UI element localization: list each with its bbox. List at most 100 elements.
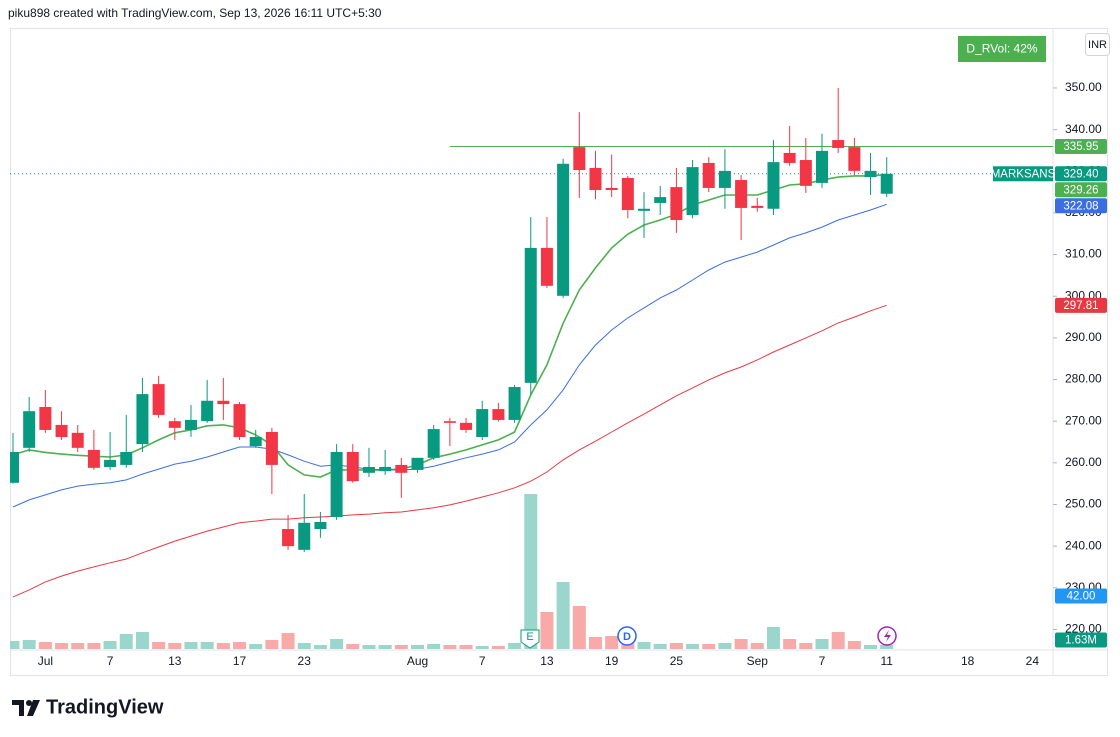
volume-bar [71,643,85,649]
candle-body [282,529,295,547]
rvol-tag-box [1055,588,1107,604]
candle-body [168,421,181,428]
x-tick-label: Jul [38,654,53,668]
x-tick-label: 11 [880,654,893,668]
volume-bar [653,644,667,649]
event-badge[interactable] [520,629,540,649]
price-tag: 329.26 [1055,182,1107,198]
event-label[interactable]: E [526,631,533,643]
volume-tag: 1.63M [1055,632,1107,648]
price-tags: 335.95 329.40 MARKSANS 329.26 322.08 297.81 42… [991,138,1107,648]
candle-body [638,208,651,211]
currency-button[interactable]: INR [1085,33,1110,56]
frame [10,28,1108,676]
candle-body [524,247,537,383]
event-badge[interactable] [617,626,637,646]
candle-body [265,432,278,465]
x-tick-label: 23 [298,654,312,668]
event-e[interactable]: E [520,629,540,649]
volume-bar [702,644,716,649]
candle-body [605,187,618,191]
volume-bar [119,634,133,649]
volume-bar [330,639,344,649]
event-flash[interactable] [877,626,897,646]
volume-tag-box [1055,632,1107,648]
candle-body [152,384,165,415]
y-tick-label: 270.00 [1065,413,1102,427]
volume-bar [864,645,878,649]
x-tick-label: 25 [670,654,684,668]
candle-body [880,173,893,194]
logo-part [27,700,40,716]
price-tag-box [1055,182,1107,198]
y-tick-label: 240.00 [1065,538,1102,552]
volume-bar [265,640,279,649]
currency[interactable]: INR [1088,39,1107,51]
price-tag-box [1055,297,1107,313]
flash-icon [884,630,891,642]
y-tick-label: 250.00 [1065,497,1102,511]
volume-bar [168,643,182,649]
volume-bar [637,642,651,649]
candle-body [411,457,424,470]
volume-bar [443,645,457,649]
x-tick-label: 7 [479,654,486,668]
candle-body [443,421,456,423]
volume-bar [362,645,376,649]
volume-bar [10,641,20,649]
y-tick-label: 340.00 [1065,122,1102,136]
candle-body [718,170,731,188]
x-tick-label: Sep [747,654,769,668]
candle-body [298,522,311,550]
candle-body [217,400,230,405]
volume-bar [783,639,797,649]
y-tick-label: 220.00 [1065,622,1102,636]
price-tag-box [1055,198,1107,214]
volume-bar [766,627,780,649]
price-pane [10,87,1053,649]
currency-box[interactable] [1085,33,1110,56]
candle-body [783,152,796,163]
candle-body [55,424,68,438]
volume-bar [669,643,683,649]
x-tick-label: Aug [407,654,428,668]
candle-body [799,160,812,186]
volume-bar [135,632,149,649]
candle-body [184,419,197,430]
candle-body [476,409,489,438]
price-tag-label: 297.81 [1063,300,1098,312]
candle-body [233,404,246,438]
volume-bar [686,644,700,649]
candle-body [654,197,667,203]
candle-body [735,180,748,208]
candle-body [136,394,149,445]
candle-body [104,459,117,467]
event-label[interactable]: D [623,631,631,643]
volume-bar [346,644,360,649]
volume-bar [87,643,101,649]
candle-body [330,451,343,517]
price-tag-box [1055,138,1107,154]
x-tick-label: 13 [168,654,182,668]
candle-body [832,140,845,148]
ma-line [12,203,887,508]
event-d[interactable]: D [617,626,637,646]
candle-body [460,422,473,430]
price-tag: 322.08 [1055,198,1107,214]
rvol-legend: D_RVol: 42% [958,36,1046,62]
rvol-text: D_RVol: 42% [966,42,1037,56]
candle-body [10,451,19,483]
volume-bar [572,606,586,649]
candle-body [346,451,359,482]
candle-body [379,466,392,472]
y-tick-label: 290.00 [1065,330,1102,344]
price-tag-box [1055,166,1107,182]
symbol-tag-box [993,166,1053,182]
volume-bar [605,636,619,649]
candle-body [87,449,100,468]
x-tick-label: 7 [819,654,826,668]
volume-bar [459,645,473,649]
symbol-tag-label: MARKSANS [991,168,1056,180]
volume-bar [55,643,69,649]
